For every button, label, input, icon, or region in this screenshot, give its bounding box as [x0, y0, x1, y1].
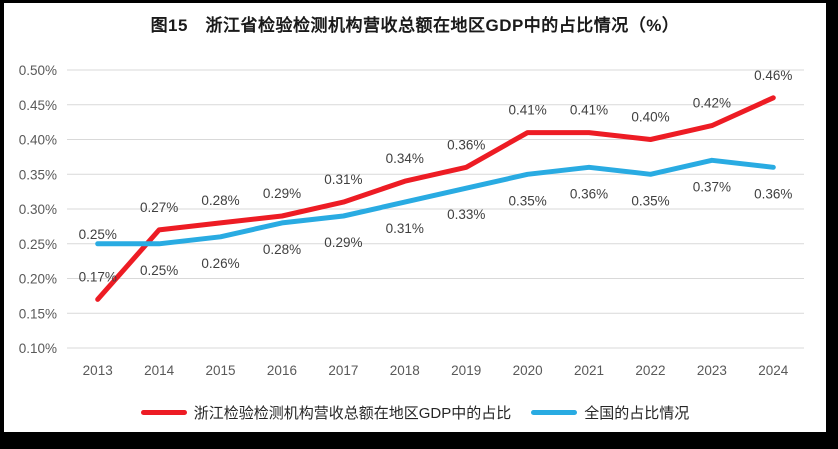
data-point-label: 0.41%: [508, 103, 546, 118]
legend-label: 全国的占比情况: [584, 405, 690, 422]
data-point-label: 0.37%: [693, 179, 731, 194]
data-point-label: 0.34%: [386, 151, 424, 166]
x-axis-tick-label: 2022: [635, 363, 665, 378]
y-axis-tick-label: 0.10%: [19, 341, 57, 356]
y-axis-tick-label: 0.40%: [19, 133, 57, 148]
line-chart-canvas: 0.10% 0.15% 0.20% 0.25% 0.30% 0.35% 0.40% 0.45%…: [19, 63, 804, 378]
y-axis-tick-label: 0.50%: [19, 63, 57, 78]
x-axis-tick-label: 2016: [267, 363, 297, 378]
data-point-label: 0.42%: [693, 96, 731, 111]
series-line-national: [95, 157, 776, 247]
x-axis-tick-label: 2017: [328, 363, 358, 378]
data-point-label: 0.28%: [263, 242, 301, 257]
data-point-label: 0.29%: [263, 186, 301, 201]
legend-item-zhejiang: 浙江检验检测机构营收总额在地区GDP中的占比: [140, 402, 512, 423]
data-point-label: 0.28%: [201, 193, 239, 208]
data-point-label: 0.35%: [508, 193, 546, 208]
y-axis-tick-label: 0.45%: [19, 98, 57, 113]
x-axis-tick-label: 2018: [390, 363, 420, 378]
x-axis-tick-label: 2014: [144, 363, 175, 378]
x-axis-tick-label: 2024: [758, 363, 789, 378]
x-axis-tick-label: 2021: [574, 363, 604, 378]
data-point-label: 0.27%: [140, 200, 178, 215]
x-axis-tick-label: 2019: [451, 363, 481, 378]
chart-title: 图15 浙江省检验检测机构营收总额在地区GDP中的占比情况（%）: [150, 16, 680, 35]
legend-item-national: 全国的占比情况: [531, 402, 689, 423]
x-axis-tick-label: 2023: [697, 363, 727, 378]
data-point-label: 0.40%: [631, 110, 669, 125]
data-point-label: 0.31%: [324, 172, 362, 187]
x-axis-tick-label: 2013: [83, 363, 113, 378]
y-axis-tick-label: 0.20%: [19, 272, 57, 287]
data-point-label: 0.29%: [324, 235, 362, 250]
data-point-label: 0.46%: [754, 68, 792, 83]
data-point-label: 0.26%: [201, 256, 239, 271]
y-axis-tick-label: 0.25%: [19, 237, 57, 252]
y-axis-tick-label: 0.35%: [19, 167, 57, 182]
x-axis-tick-label: 2020: [513, 363, 543, 378]
data-point-label: 0.36%: [570, 186, 608, 201]
chart-legend: 浙江检验检测机构营收总额在地区GDP中的占比 全国的占比情况: [4, 402, 826, 423]
y-axis-tick-label: 0.15%: [19, 306, 57, 321]
y-axis-tick-label: 0.30%: [19, 202, 57, 217]
x-axis-tick-label: 2015: [206, 363, 236, 378]
series-line-zhejiang: [95, 95, 776, 302]
data-point-label: 0.36%: [754, 186, 792, 201]
legend-line-swatch-blue: [531, 410, 578, 415]
data-point-label: 0.17%: [79, 269, 117, 284]
chart-panel: 图15 浙江省检验检测机构营收总额在地区GDP中的占比情况（%） 0.10% 0.…: [4, 3, 826, 432]
legend-label: 浙江检验检测机构营收总额在地区GDP中的占比: [193, 405, 512, 422]
data-point-label: 0.25%: [140, 263, 178, 278]
data-point-label: 0.25%: [79, 227, 117, 242]
data-point-label: 0.36%: [447, 137, 485, 152]
data-point-label: 0.41%: [570, 103, 608, 118]
data-point-label: 0.33%: [447, 207, 485, 222]
data-point-label: 0.31%: [386, 221, 424, 236]
legend-line-swatch-red: [140, 410, 187, 415]
data-point-label: 0.35%: [631, 193, 669, 208]
